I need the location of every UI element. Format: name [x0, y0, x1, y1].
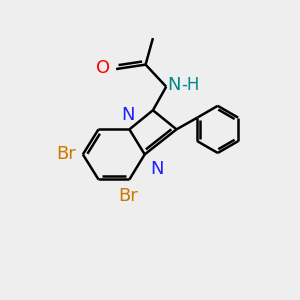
Text: N: N [121, 106, 135, 124]
Text: -H: -H [182, 76, 200, 94]
Text: Br: Br [118, 187, 138, 205]
Text: Br: Br [56, 146, 76, 164]
Text: N: N [150, 160, 164, 178]
Text: O: O [96, 58, 110, 76]
Text: N: N [168, 76, 181, 94]
